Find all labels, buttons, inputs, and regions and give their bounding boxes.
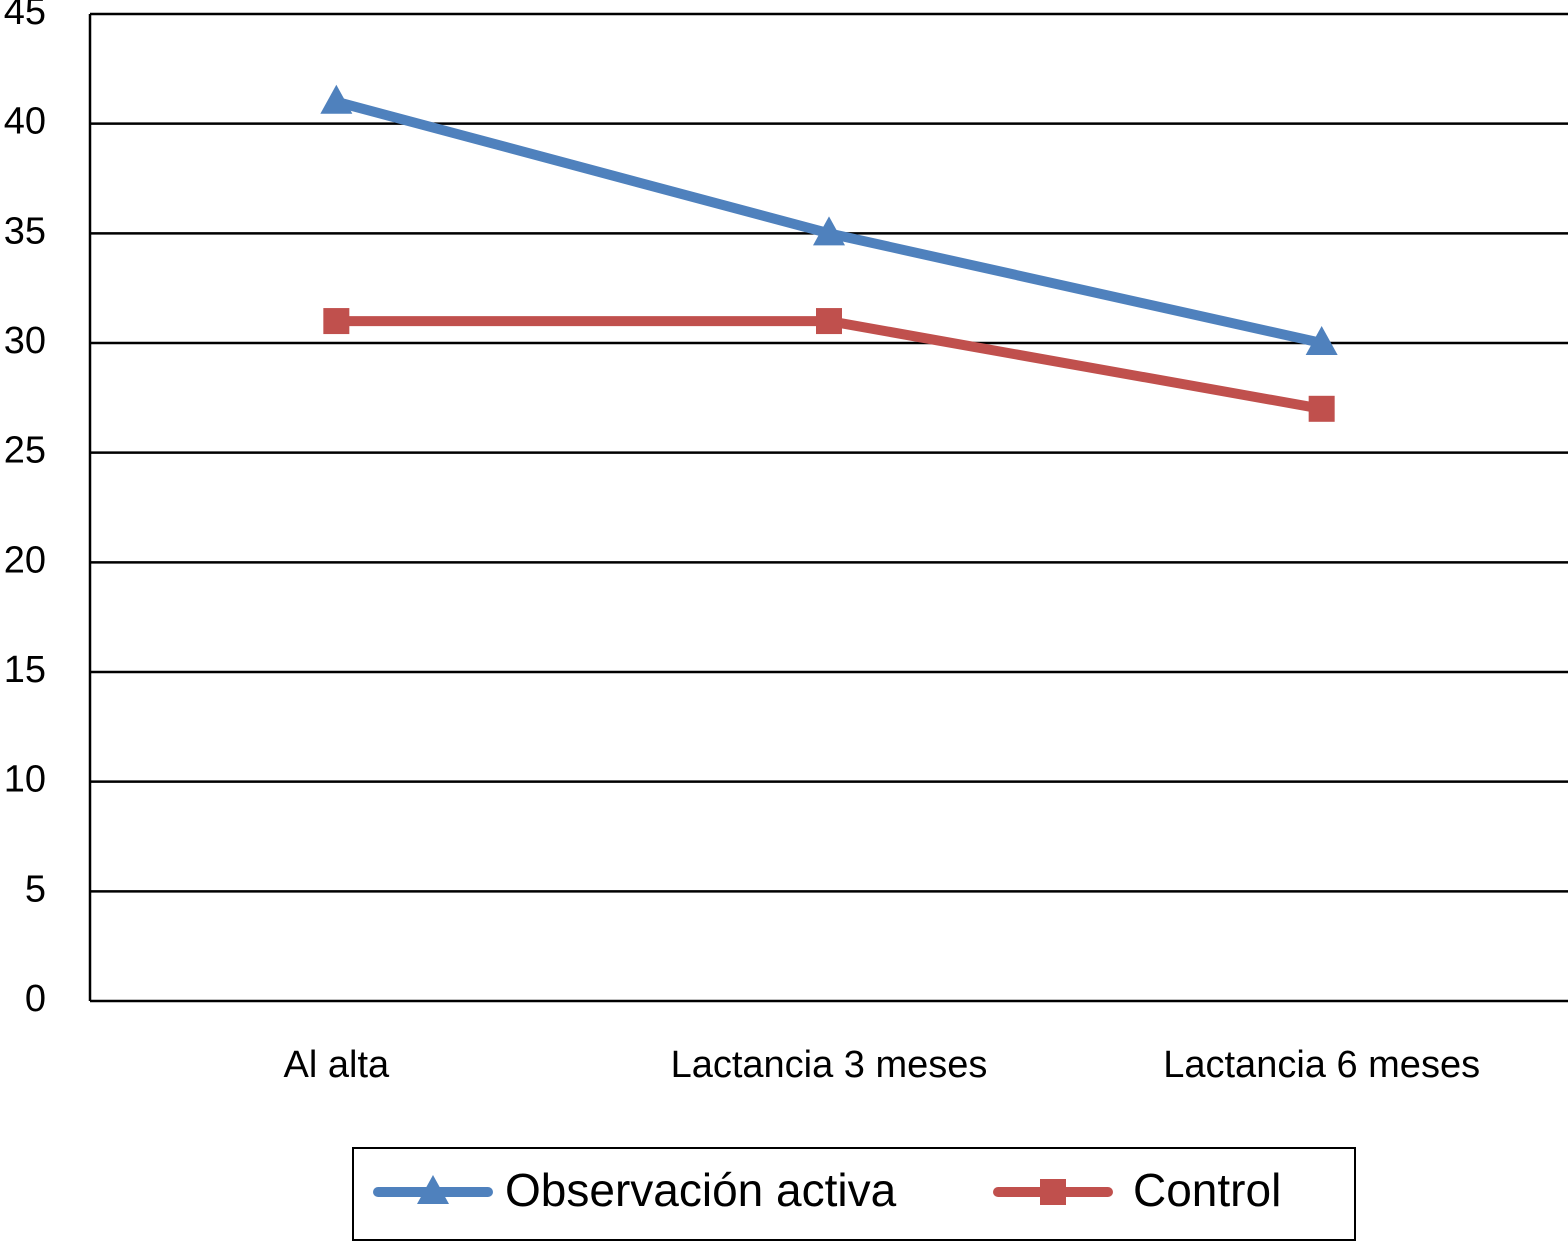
data-point bbox=[1305, 326, 1338, 355]
y-tick-label: 30 bbox=[4, 320, 46, 362]
y-tick-label: 35 bbox=[4, 210, 46, 252]
y-tick-label: 20 bbox=[4, 539, 46, 581]
data-point bbox=[323, 308, 350, 335]
y-tick-label: 45 bbox=[4, 0, 46, 33]
data-point bbox=[816, 308, 842, 335]
y-tick-label: 0 bbox=[25, 978, 46, 1020]
data-point bbox=[320, 84, 353, 114]
series-line bbox=[336, 316, 1323, 414]
x-tick-label: Lactancia 3 meses bbox=[671, 1044, 988, 1086]
legend-box bbox=[352, 1147, 1356, 1241]
legend-marker bbox=[417, 1175, 449, 1204]
legend-label: Observación activa bbox=[505, 1164, 897, 1216]
legend-marker bbox=[1040, 1179, 1066, 1205]
data-point bbox=[1308, 395, 1335, 422]
x-tick-label: Al alta bbox=[284, 1044, 390, 1086]
y-tick-label: 15 bbox=[4, 649, 46, 691]
x-tick-label: Lactancia 6 meses bbox=[1163, 1044, 1480, 1086]
legend-label: Control bbox=[1133, 1164, 1281, 1216]
data-point bbox=[813, 216, 845, 246]
y-tick-label: 5 bbox=[25, 868, 46, 910]
y-tick-label: 25 bbox=[4, 430, 46, 472]
y-tick-label: 40 bbox=[4, 101, 46, 143]
y-tick-label: 10 bbox=[4, 759, 46, 801]
